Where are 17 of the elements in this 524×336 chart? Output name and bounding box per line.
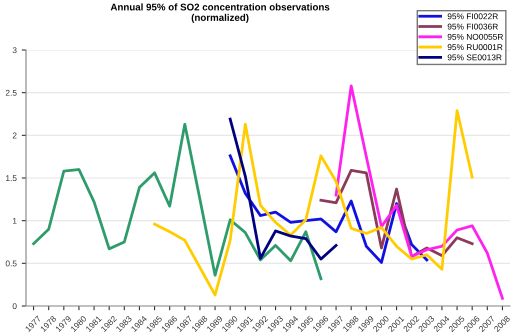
y-tick-label: 0	[12, 303, 17, 310]
legend-label: 95% NO0055R	[448, 34, 503, 40]
y-tick-label: 0.5	[6, 260, 17, 266]
legend-label: 95% FI0022R	[448, 13, 498, 20]
y-tick-label: 2.5	[6, 90, 17, 96]
line-series	[153, 109, 474, 296]
line-series	[228, 118, 338, 260]
y-tick-label: 1	[12, 218, 17, 224]
y-tick-label: 1.5	[6, 175, 17, 182]
legend-label: 95% RU0001R	[448, 44, 502, 50]
legend-label: 95% FI0036R	[448, 24, 498, 30]
legend-label: 95% SE0013R	[448, 54, 502, 60]
line-series	[334, 84, 504, 300]
chart-title: Annual 95% of SO2 concentration observations (normalized)	[110, 3, 330, 23]
y-tick-label: 2	[12, 132, 17, 138]
line-series	[32, 122, 322, 280]
y-tick-label: 3	[12, 47, 17, 54]
